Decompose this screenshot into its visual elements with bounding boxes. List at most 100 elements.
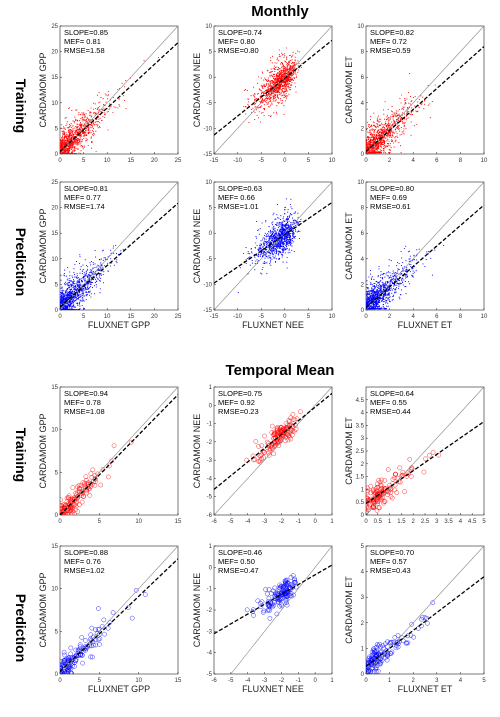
data-point — [70, 132, 72, 134]
data-point — [285, 98, 287, 100]
data-point — [76, 275, 78, 277]
data-point — [398, 114, 400, 116]
data-point — [96, 276, 98, 278]
data-point — [383, 124, 385, 126]
data-point — [381, 147, 383, 149]
data-point — [88, 286, 90, 289]
stat-mef: MEF= 0.72 — [370, 37, 407, 46]
data-point — [68, 136, 70, 138]
data-point — [62, 126, 65, 128]
data-point — [110, 249, 112, 251]
data-point — [107, 94, 109, 96]
data-point — [383, 140, 385, 143]
stat-mef: MEF= 0.77 — [64, 193, 101, 202]
data-point — [76, 277, 78, 279]
data-point — [384, 131, 386, 133]
data-point — [389, 133, 391, 135]
data-point — [90, 132, 92, 134]
data-point — [368, 132, 370, 134]
data-point — [93, 133, 95, 135]
data-point — [79, 139, 81, 141]
data-point — [102, 270, 104, 272]
data-point — [387, 108, 389, 111]
data-point — [64, 308, 67, 310]
data-point — [286, 58, 288, 60]
data-point — [82, 296, 84, 298]
data-point — [112, 111, 114, 113]
data-point — [284, 252, 286, 254]
data-point — [269, 74, 271, 76]
data-point — [273, 79, 275, 81]
data-point — [367, 137, 369, 139]
data-point — [94, 123, 96, 125]
data-point — [81, 300, 83, 302]
data-point — [259, 101, 261, 103]
data-point — [73, 285, 75, 288]
data-point — [265, 95, 267, 97]
data-point — [66, 267, 69, 269]
data-point — [273, 227, 275, 229]
data-point — [99, 280, 101, 282]
data-point — [256, 114, 258, 116]
data-point — [80, 139, 82, 141]
data-point — [267, 87, 269, 89]
data-point — [68, 279, 70, 282]
data-point — [278, 102, 280, 104]
data-point — [71, 131, 73, 133]
data-point — [394, 123, 396, 125]
data-point — [280, 62, 282, 64]
data-point — [284, 65, 286, 68]
data-point — [62, 298, 65, 301]
data-point — [62, 134, 64, 136]
data-point — [92, 261, 94, 264]
data-point — [399, 130, 401, 132]
data-point — [258, 246, 260, 248]
data-point — [64, 135, 66, 137]
data-point — [398, 141, 400, 143]
data-point — [386, 114, 389, 116]
data-point — [367, 125, 369, 127]
data-point — [76, 138, 78, 140]
data-point — [84, 134, 86, 136]
data-point — [61, 302, 63, 304]
data-point — [373, 134, 376, 136]
data-point — [270, 96, 272, 99]
data-point — [71, 109, 73, 111]
data-point — [85, 130, 87, 132]
data-point — [67, 131, 70, 133]
x-tick-label: 0 — [58, 158, 62, 164]
data-point — [107, 90, 109, 92]
data-point — [116, 262, 118, 264]
data-point — [94, 266, 96, 268]
y-tick-label: 6 — [361, 75, 365, 81]
data-point — [68, 308, 70, 310]
data-point — [271, 103, 273, 105]
y-tick-label: 20 — [51, 50, 58, 56]
data-point — [277, 76, 279, 78]
data-point — [109, 107, 111, 109]
data-point — [286, 261, 288, 263]
data-point — [65, 289, 68, 291]
x-tick-label: 20 — [151, 158, 158, 164]
data-point — [284, 95, 286, 98]
data-point — [280, 102, 282, 104]
data-point — [279, 63, 282, 65]
stat-slope: SLOPE=0.85 — [64, 28, 108, 37]
data-point — [90, 112, 92, 114]
data-point — [288, 77, 290, 79]
data-point — [67, 295, 69, 297]
data-point — [379, 135, 381, 137]
data-point — [259, 245, 261, 247]
data-point — [78, 303, 80, 305]
data-point — [372, 131, 375, 133]
x-tick-label: 5 — [82, 314, 86, 320]
data-point — [82, 125, 84, 127]
data-point — [81, 135, 83, 137]
data-point — [69, 308, 71, 310]
data-point — [65, 151, 67, 153]
data-point — [63, 131, 66, 133]
data-point — [372, 146, 375, 148]
data-point — [393, 131, 395, 133]
data-point — [73, 302, 75, 304]
y-tick-label: 10 — [357, 24, 364, 30]
